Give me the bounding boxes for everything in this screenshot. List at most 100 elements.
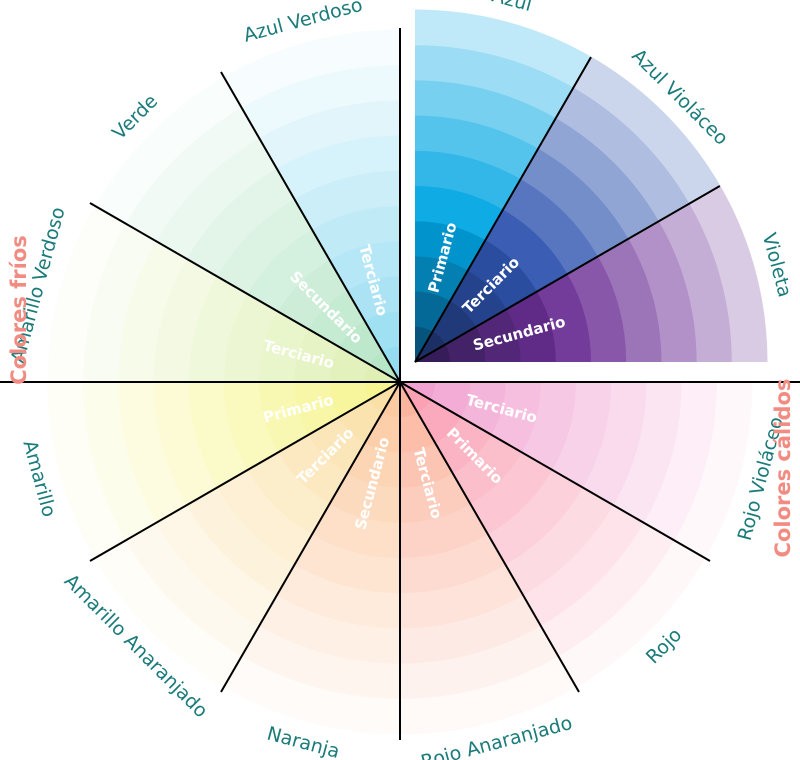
color-ring [125,522,260,657]
color-ring [488,470,584,566]
color-ring [475,308,522,362]
rings [47,9,768,735]
hue-name: Azul [490,0,535,16]
color-ring [258,311,309,382]
color-ring [277,434,348,505]
color-ring [153,258,218,382]
color-ring [400,473,471,524]
color-ring [689,185,768,362]
color-ring [400,442,454,489]
color-ring [415,44,574,119]
color-ring [415,150,521,210]
color-ring [293,382,340,436]
color-ring [329,473,400,524]
color-ring [558,540,706,688]
color-ring [415,220,486,271]
color-ring [452,434,523,505]
divider [89,202,401,383]
color-ring [415,185,504,241]
color-ring [329,346,370,382]
color-ring [247,452,330,535]
color-ring [417,399,462,444]
color-ring [308,290,365,347]
color-ring [613,382,683,524]
color-ring [400,534,506,594]
color-ring [47,205,126,382]
hue-name: Amarillo [18,438,60,519]
color-ring [82,382,157,541]
color-ring [485,209,568,292]
color-ring [188,382,248,488]
color-ring [505,487,614,596]
color-ring [338,320,383,365]
hue-name: Naranja [265,723,342,760]
color-ring [241,625,400,700]
cold-colors-label: Colores fríos [7,235,31,385]
color-ring [311,205,400,261]
color-ring [445,326,486,362]
color-ring [188,276,248,382]
color-ring [415,291,451,332]
color-ring [311,503,400,559]
color-ring [658,203,733,362]
color-ring [450,270,507,327]
warm-colors-label: Colores cálidos [771,379,795,558]
color-ring [415,9,592,88]
color-ring [153,382,218,506]
color-ring [503,178,599,274]
color-ring [400,382,431,413]
divider [220,71,401,383]
color-ring [430,382,471,418]
divider [89,381,401,562]
color-ring [294,170,400,230]
color-ring [308,417,365,474]
color-ring [216,198,312,294]
color-ring [294,534,400,594]
color-ring [538,117,660,239]
hue-name: Violeta [758,231,796,300]
color-ring [125,107,260,242]
color-ring [369,382,400,413]
color-ring [573,56,721,204]
divider [414,56,592,363]
color-ring [223,293,279,382]
color-ring [364,311,400,352]
color-ring [369,351,400,382]
divider-lines [0,28,800,740]
color-ring [523,505,645,627]
color-ring [506,291,557,362]
color-ring [241,64,400,139]
color-ring [415,115,539,180]
color-ring [400,412,436,453]
color-ring [415,331,446,362]
color-ring [186,168,295,277]
color-ring [597,238,662,362]
color-ring [400,503,489,559]
color-ring [520,148,629,257]
color-ring [94,540,242,688]
color-ring [674,382,753,559]
divider [399,381,711,562]
color-ring [400,595,542,665]
color-ring [338,399,383,444]
color-ring [400,564,524,629]
color-ring [186,487,295,596]
color-ring [277,259,348,330]
color-ring [47,382,126,559]
color-ring [400,656,577,735]
color-ring [491,382,542,453]
color-ring [415,79,557,149]
color-ring [643,382,718,541]
color-ring [216,470,312,566]
color-ring [346,275,400,322]
color-ring [346,442,400,489]
color-ring [552,382,612,488]
divider [414,185,721,363]
color-ring [155,137,277,259]
color-ring [521,382,577,471]
color-ring [117,382,187,524]
color-ring [258,382,309,453]
color-ring [293,328,340,382]
color-ring [276,135,400,200]
color-ring [415,255,469,302]
